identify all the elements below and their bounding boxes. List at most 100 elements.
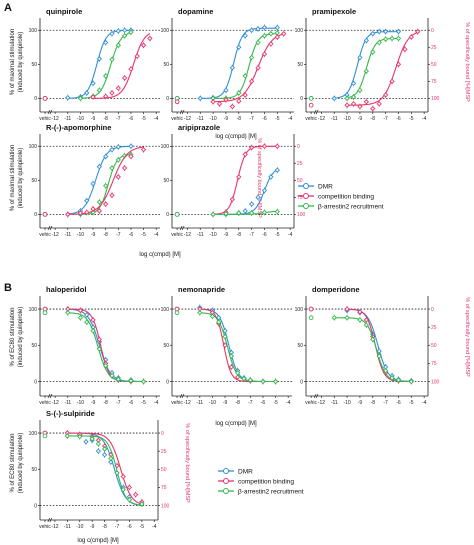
data-point (128, 378, 134, 384)
chart-title: nemonapride (178, 285, 225, 294)
series-curve (67, 308, 144, 383)
data-point (128, 66, 134, 72)
x-tick-label: -6 (261, 400, 266, 406)
x-tick-label: -11 (331, 400, 338, 406)
data-point (236, 44, 242, 50)
data-point (89, 436, 95, 442)
x-tick-label: -6 (396, 400, 401, 406)
x-tick-label: -4 (422, 116, 427, 122)
x-tick-label: -8 (103, 400, 108, 406)
x-tick-label: -6 (262, 116, 267, 122)
data-point (103, 362, 109, 369)
data-point (261, 209, 268, 215)
data-point (236, 90, 242, 96)
data-point (261, 33, 268, 39)
y-tick-label: 50 (297, 62, 303, 68)
data-point (121, 75, 128, 81)
x-tick-label: -4 (152, 524, 157, 530)
data-point (77, 95, 84, 102)
data-point (109, 373, 115, 379)
panel-a-row1-ylabel-right: % of specifically bound [³H]MSP (464, 22, 470, 102)
chart-3: R-(-)-apomorphine 0 50 100 -12 -11 -10 -9 -8 -7 -6… (29, 123, 160, 238)
panel-b-row2-ylabel: % of EC80 stimulation (10, 433, 16, 492)
series-curve (200, 27, 278, 99)
data-point (134, 53, 140, 59)
data-point (247, 377, 253, 383)
data-point (197, 95, 203, 102)
x-tick-label: -7 (116, 116, 121, 122)
data-point (389, 78, 395, 84)
panel-b-row1-ylabel-sub: (induced by quinpirole) (18, 307, 24, 368)
series-curve (67, 308, 144, 383)
series-curve (80, 32, 132, 99)
y-tick-label: 0 (34, 503, 37, 509)
data-point (376, 348, 382, 354)
data-point (350, 94, 357, 100)
x-tick-label: -7 (116, 400, 121, 406)
data-point (242, 33, 248, 39)
data-point (108, 459, 114, 465)
panel-b-row1-xlabel: log c(cmpd) [M] (215, 421, 257, 427)
chart-title: quinpirole (46, 7, 82, 16)
data-point (395, 61, 402, 67)
y-tick-right-label: 50 (431, 62, 437, 68)
panel-a-row2-ylabel-sub: (induced by quinpirole) (18, 148, 24, 209)
x-tick-label: -4 (154, 232, 159, 238)
data-point (42, 433, 48, 439)
data-point (103, 201, 109, 207)
x-tick-label: -8 (102, 524, 107, 530)
data-point (216, 319, 222, 325)
data-point (223, 211, 229, 217)
data-point (103, 93, 109, 99)
y-tick-label: 100 (295, 28, 304, 34)
data-point (408, 378, 414, 385)
data-point (350, 80, 357, 87)
y-tick-label: 100 (29, 431, 38, 437)
data-point (109, 192, 115, 198)
x-tick-label-vehicle: vehic (39, 524, 51, 530)
data-point (109, 56, 115, 63)
x-tick-label: -9 (91, 232, 96, 238)
x-tick-label: -10 (209, 232, 216, 238)
axis-break (181, 109, 185, 115)
data-point (274, 143, 280, 149)
data-point (308, 306, 314, 312)
y-tick-label: 50 (31, 62, 37, 68)
y-tick-label: 100 (161, 307, 170, 313)
data-point (261, 187, 268, 194)
x-tick-label: -10 (76, 524, 83, 530)
data-point (65, 310, 71, 316)
panel-b-row2-ylabel-sub: (induced by quinpirole) (18, 433, 24, 494)
data-point (115, 42, 121, 48)
y-tick-label: 0 (300, 96, 303, 102)
data-point (363, 322, 369, 328)
x-tick-label: -11 (64, 400, 71, 406)
data-point (101, 446, 108, 452)
chart-4: aripiprazole 0 50 100 0 25 50 75 100 -12 -11 -10 -9 -… (161, 123, 306, 238)
chart-1: dopamine 0 50 100 -12 -11 -10 -9 -8 -7 -6 -5 -4 vehic (161, 7, 294, 122)
chart-title: aripiprazole (178, 123, 220, 132)
axis-break (47, 517, 51, 523)
chart-8: S-(-)-sulpiride 0 50 100 0 25 50 75 100 -12 -11 -10… (29, 409, 170, 530)
data-point (370, 31, 376, 37)
data-point (415, 28, 421, 35)
y-tick-label: 50 (31, 343, 37, 349)
data-point (370, 336, 376, 343)
data-point (260, 378, 266, 385)
legend-b-dmr-marker (223, 468, 229, 474)
x-tick-label: -6 (129, 116, 134, 122)
y-tick-label: 100 (29, 144, 38, 150)
y-tick-right-label: 50 (297, 178, 303, 184)
x-tick-label-vehicle: vehic (39, 232, 51, 238)
data-point (197, 310, 203, 316)
panel-a-row2-ylabel: % of maximal stimulation (10, 145, 16, 211)
legend-a-arrestin: β-arrestin2 recruitment (318, 204, 384, 211)
y-tick-label: 100 (29, 307, 38, 313)
data-point (248, 201, 255, 207)
y-tick-label: 50 (31, 467, 37, 473)
data-point (120, 486, 126, 493)
data-point (209, 313, 216, 319)
data-point (139, 501, 145, 507)
data-point (42, 212, 48, 217)
series-curve (80, 154, 131, 215)
